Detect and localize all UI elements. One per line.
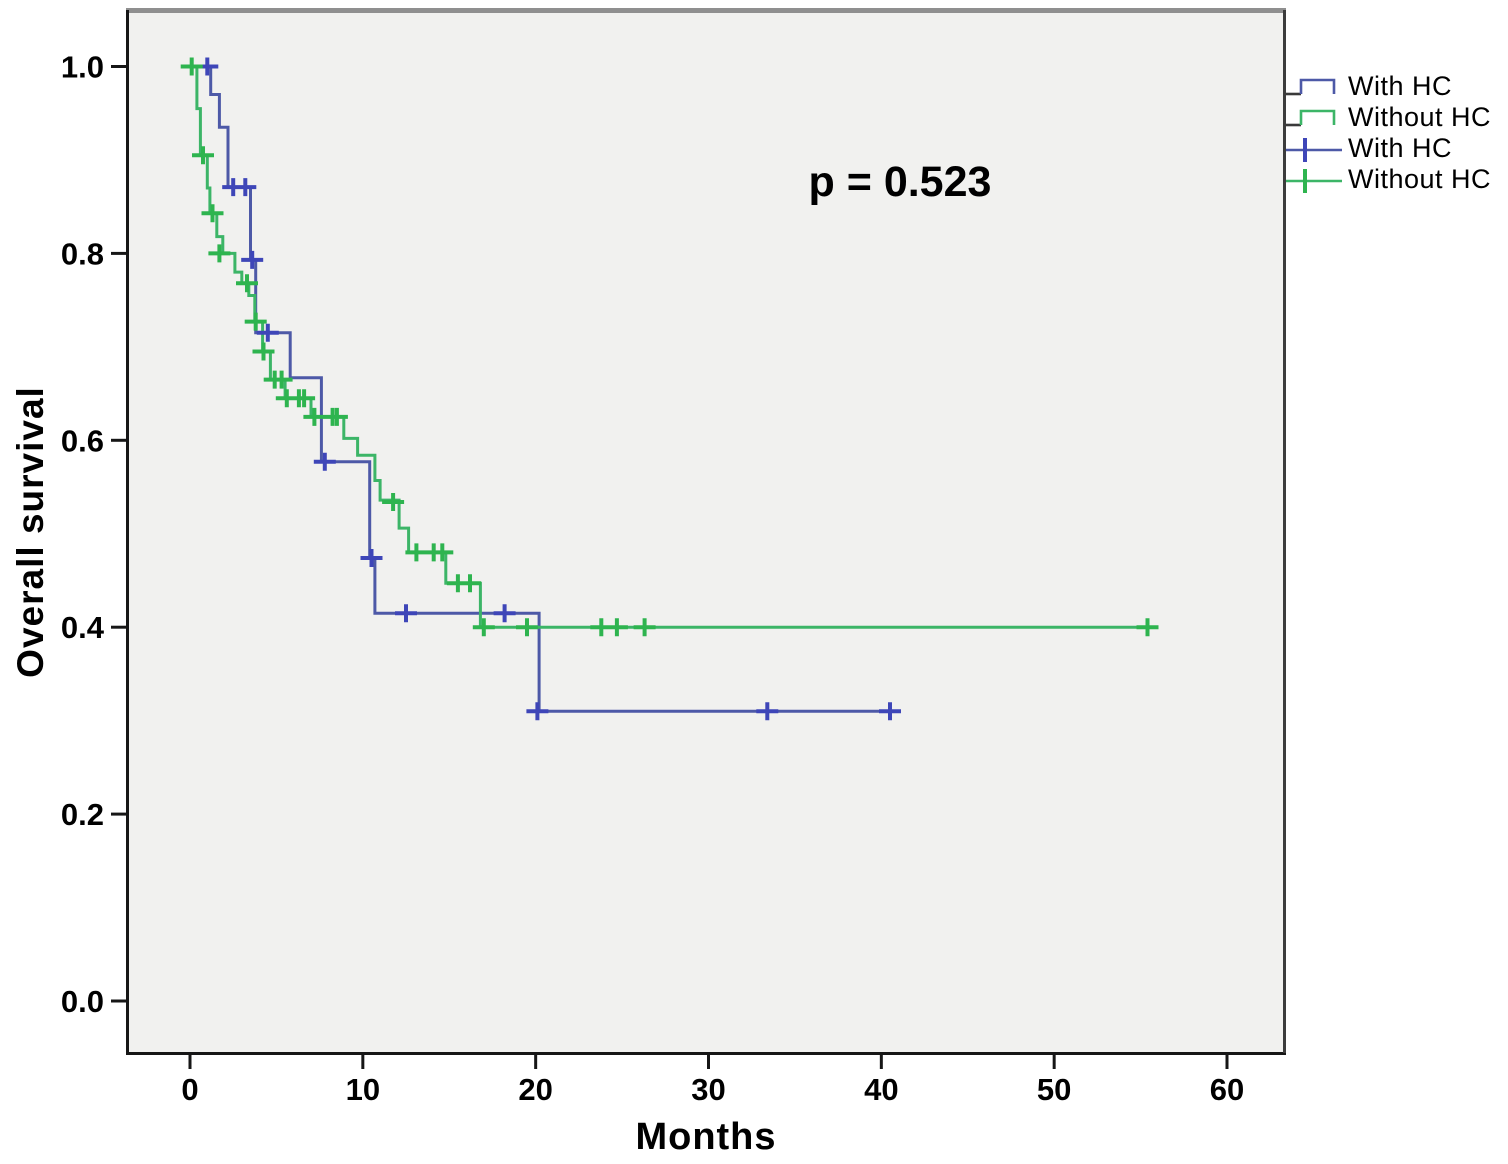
censor-plus-swatch-icon xyxy=(1286,137,1342,162)
censor-marks-with-hc xyxy=(196,57,901,721)
y-tick-label: 0.6 xyxy=(61,423,104,458)
y-axis-title-text: Overall survival xyxy=(10,385,51,678)
legend-label: With HC xyxy=(1348,133,1452,163)
x-tick-label: 10 xyxy=(346,1072,380,1107)
x-tick-label: 50 xyxy=(1037,1072,1071,1107)
y-tick-label: 0.0 xyxy=(61,984,104,1019)
legend: With HC Without HC With HC Without HC xyxy=(1284,71,1508,195)
step-line-swatch-icon xyxy=(1286,109,1336,126)
legend-label: Without HC xyxy=(1348,102,1492,132)
x-axis-ticks: 0 10 20 30 40 50 60 xyxy=(181,1054,1244,1107)
y-axis-title: Overall survival xyxy=(0,10,62,1053)
legend-entry-with-hc-censored: With HC xyxy=(1284,133,1508,164)
legend-entry-without-hc-censored: Without HC xyxy=(1284,164,1508,195)
legend-entry-without-hc-line: Without HC xyxy=(1284,102,1508,133)
p-value-annotation: p = 0.523 xyxy=(808,158,992,206)
x-tick-label: 0 xyxy=(181,1072,198,1107)
y-axis-ticks: 0.0 0.2 0.4 0.6 0.8 1.0 xyxy=(61,50,126,1019)
x-tick-label: 60 xyxy=(1210,1072,1244,1107)
censor-plus-swatch-icon xyxy=(1286,168,1342,193)
y-tick-label: 0.4 xyxy=(61,610,105,645)
x-tick-label: 30 xyxy=(691,1072,725,1107)
x-tick-label: 40 xyxy=(864,1072,898,1107)
y-tick-label: 1.0 xyxy=(61,50,104,85)
plot-panel xyxy=(128,10,1284,1053)
y-tick-label: 0.8 xyxy=(61,236,104,271)
step-line-swatch-icon xyxy=(1286,78,1336,95)
x-tick-label: 20 xyxy=(518,1072,552,1107)
legend-entry-with-hc-line: With HC xyxy=(1284,71,1508,102)
censor-marks-without-hc xyxy=(180,57,1159,637)
y-tick-label: 0.2 xyxy=(61,797,104,832)
legend-label: Without HC xyxy=(1348,164,1492,194)
legend-label: With HC xyxy=(1348,71,1452,101)
panel-border xyxy=(126,8,1286,1055)
x-axis-title: Months xyxy=(635,1116,777,1158)
